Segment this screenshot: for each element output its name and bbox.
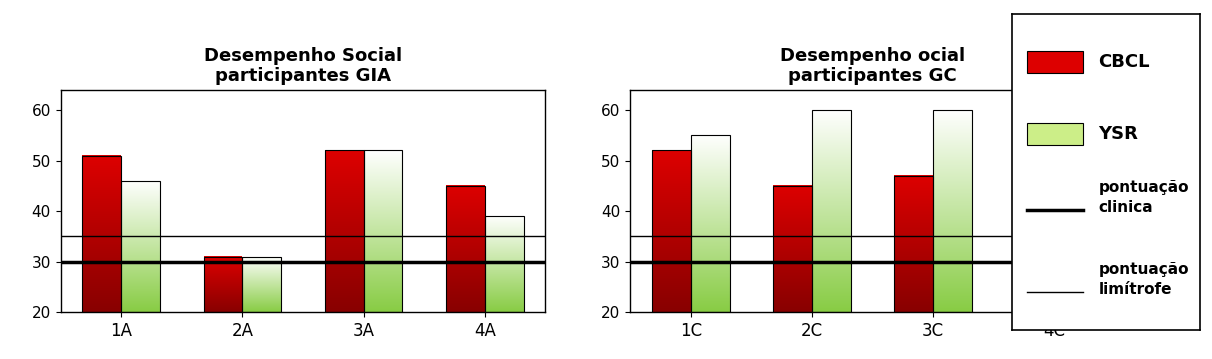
- Bar: [652, 150, 691, 312]
- Bar: [485, 216, 524, 312]
- Text: CBCL: CBCL: [1098, 53, 1150, 71]
- Bar: [894, 176, 933, 312]
- Bar: [364, 150, 402, 312]
- Text: YSR: YSR: [1098, 125, 1138, 143]
- Bar: [812, 110, 851, 312]
- Title: Desempenho Social
participantes GIA: Desempenho Social participantes GIA: [204, 47, 402, 85]
- Bar: [325, 150, 364, 312]
- Bar: [691, 135, 730, 312]
- Bar: [204, 257, 242, 312]
- Bar: [446, 186, 485, 312]
- Bar: [242, 257, 281, 312]
- Text: pontuação
limítrofe: pontuação limítrofe: [1098, 262, 1189, 297]
- Bar: [121, 181, 160, 312]
- Bar: [1054, 120, 1093, 312]
- Text: pontuação
clinica: pontuação clinica: [1098, 180, 1189, 215]
- Bar: [1027, 51, 1084, 73]
- Bar: [1016, 176, 1054, 312]
- Bar: [773, 186, 812, 312]
- Bar: [82, 155, 121, 312]
- Bar: [1027, 123, 1084, 145]
- Title: Desempenho ocial
participantes GC: Desempenho ocial participantes GC: [781, 47, 965, 85]
- Bar: [933, 110, 972, 312]
